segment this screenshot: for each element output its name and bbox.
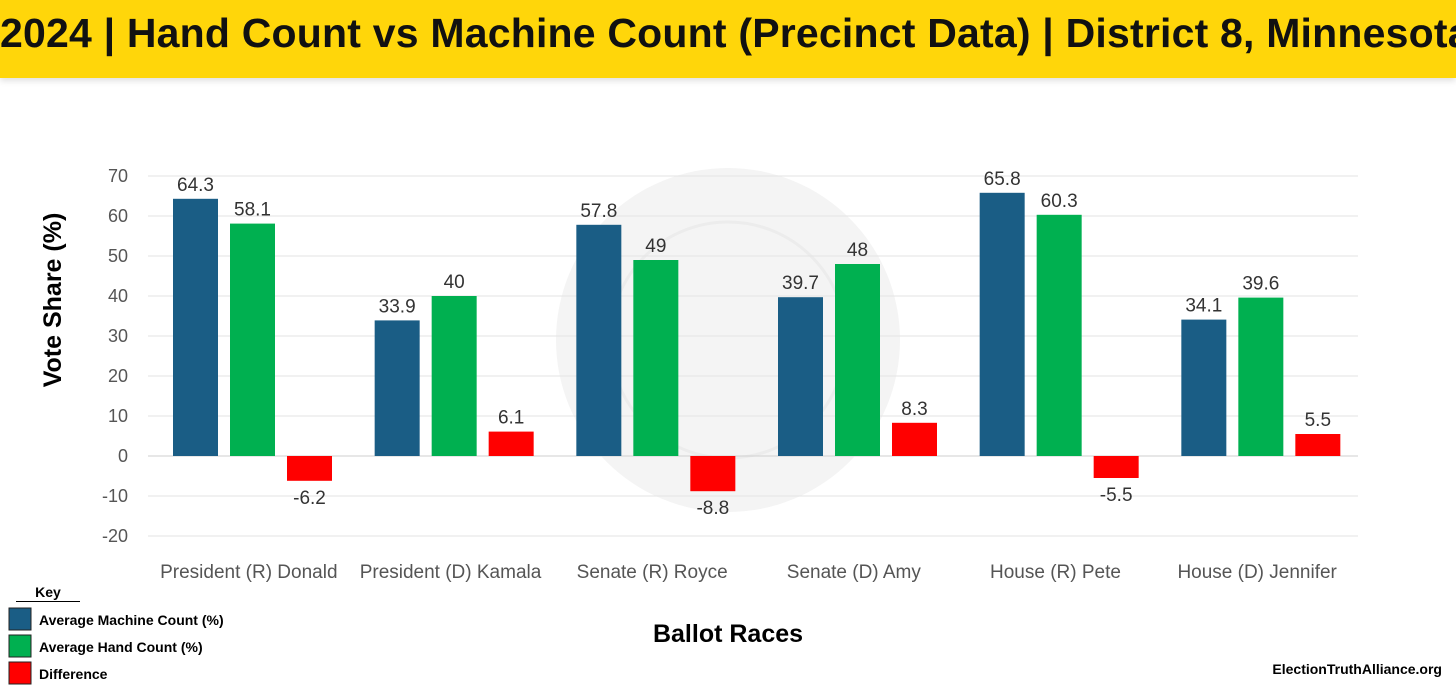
legend: Average Machine Count (%) Average Hand Co…: [8, 607, 224, 685]
bar: [173, 198, 218, 457]
y-tick-label: 30: [108, 326, 128, 346]
y-tick-label: 20: [108, 366, 128, 386]
data-label: 64.3: [177, 175, 214, 196]
y-tick-label: 40: [108, 286, 128, 306]
legend-swatch: [8, 634, 32, 658]
chart-title: 2024 | Hand Count vs Machine Count (Prec…: [0, 10, 1456, 56]
data-label: 40: [444, 272, 465, 293]
bar: [1295, 434, 1341, 456]
bar: [488, 431, 534, 456]
data-label: 48: [847, 240, 868, 261]
gridlines: [148, 175, 1358, 537]
y-tick-label: -20: [102, 526, 128, 546]
bar: [1093, 456, 1139, 478]
bar: [431, 296, 477, 456]
data-label: 33.9: [379, 296, 416, 317]
bar: [1238, 297, 1284, 456]
y-tick-label: 50: [108, 246, 128, 266]
y-tick-label: 0: [118, 446, 128, 466]
bar: [576, 224, 622, 456]
x-category-label: Senate (R) Royce: [577, 562, 728, 583]
y-tick-label: 60: [108, 206, 128, 226]
bar: [1036, 214, 1082, 456]
data-label: -8.8: [696, 498, 729, 519]
data-label: 58.1: [234, 200, 271, 221]
x-category-label: President (D) Kamala: [360, 562, 542, 583]
x-category-label: House (R) Pete: [990, 562, 1121, 583]
bar: [287, 456, 332, 481]
data-label: 5.5: [1305, 410, 1331, 431]
data-label: 49: [645, 236, 666, 257]
data-label: 57.8: [580, 201, 617, 222]
y-axis-title: Vote Share (%): [39, 213, 67, 388]
title-banner: 2024 | Hand Count vs Machine Count (Prec…: [0, 0, 1456, 78]
bars: [173, 192, 1341, 492]
x-category-label: Senate (D) Amy: [787, 562, 922, 583]
legend-swatch: [8, 607, 32, 631]
y-tick-label: 10: [108, 406, 128, 426]
data-label: -6.2: [293, 488, 326, 509]
bar: [374, 320, 420, 456]
data-label: 65.8: [984, 169, 1021, 190]
bar: [835, 264, 880, 456]
x-category-label: House (D) Jennifer: [1177, 562, 1337, 583]
data-label: 6.1: [498, 408, 524, 429]
x-axis-categories: President (R) Donald President (D) Kamala…: [160, 562, 1337, 583]
bar: [778, 297, 823, 456]
data-label: 39.7: [782, 273, 819, 294]
bar: [633, 260, 679, 456]
bar: [979, 192, 1025, 457]
bar: [690, 456, 736, 492]
y-axis-ticks: 70 60 50 40 30 20 10 0 -10 -20: [102, 166, 128, 546]
data-label: 39.6: [1242, 274, 1279, 295]
data-label: -5.5: [1100, 485, 1133, 506]
bar: [892, 422, 937, 456]
legend-swatch: [8, 661, 32, 685]
y-tick-label: 70: [108, 166, 128, 186]
legend-entry: Average Machine Count (%): [39, 612, 224, 628]
y-tick-label: -10: [102, 486, 128, 506]
legend-title: Key: [16, 584, 80, 602]
legend-entry: Average Hand Count (%): [39, 639, 203, 655]
bar: [230, 223, 275, 456]
x-category-label: President (R) Donald: [160, 562, 337, 583]
legend-entry: Difference: [39, 666, 108, 682]
data-label: 60.3: [1041, 191, 1078, 212]
data-labels: 64.3 58.1 -6.2 33.9 40 6.1 57.8 49 -8.8 39.7 48 8.3…: [177, 169, 1331, 519]
x-axis-title: Ballot Races: [653, 620, 803, 648]
bar: [1181, 319, 1227, 456]
source-credit: ElectionTruthAlliance.org: [1272, 661, 1442, 677]
data-label: 8.3: [901, 399, 927, 420]
data-label: 34.1: [1185, 296, 1222, 317]
